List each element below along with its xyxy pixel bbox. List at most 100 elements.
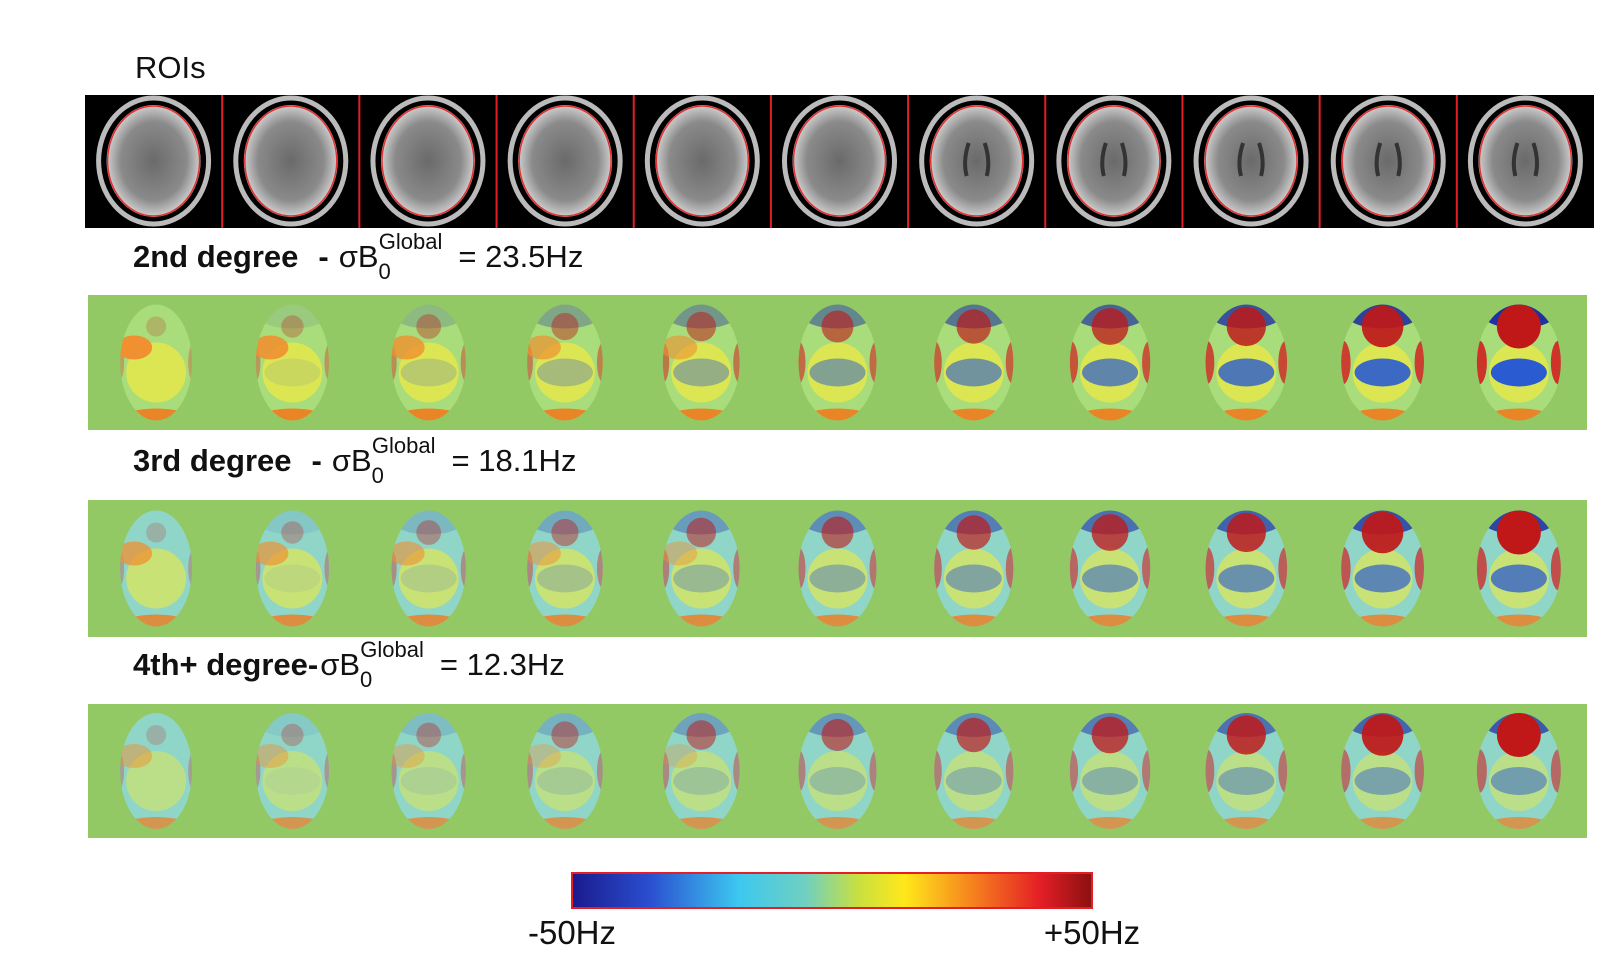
map-right	[1142, 749, 1151, 793]
map-right	[596, 749, 603, 793]
field-map	[1069, 510, 1151, 627]
skull	[1330, 95, 1446, 227]
map-posterior	[1212, 408, 1281, 421]
map-posterior	[1076, 817, 1145, 829]
map-blue	[1490, 564, 1547, 593]
map-left	[934, 340, 942, 385]
map-frontal-red	[956, 309, 991, 344]
roi-outline	[518, 105, 612, 217]
sigma: σB	[332, 443, 372, 478]
map-frontal-red	[146, 316, 167, 337]
map-posterior	[667, 817, 736, 829]
map-posterior	[258, 614, 327, 627]
map-frontal-red	[1091, 308, 1129, 345]
map-blue	[1082, 564, 1139, 593]
map-posterior	[394, 408, 463, 421]
field-map	[662, 713, 740, 829]
roi-outline	[1067, 105, 1161, 217]
map-blue	[1354, 767, 1411, 795]
map-blue	[1082, 767, 1139, 795]
map-blue	[673, 767, 730, 795]
roi-outline	[1204, 105, 1298, 217]
map-posterior	[258, 408, 327, 421]
brain	[792, 105, 887, 217]
field-map	[934, 304, 1014, 421]
sigma-value: = 12.3Hz	[440, 647, 565, 682]
map-blue	[1490, 767, 1547, 795]
map-posterior	[258, 817, 327, 829]
map-blue	[1082, 358, 1139, 387]
map-left	[1205, 749, 1215, 793]
field-map	[934, 510, 1014, 627]
map-posterior	[803, 614, 872, 627]
field-map	[391, 713, 466, 829]
map-side	[662, 744, 698, 768]
map-side	[391, 335, 425, 360]
field-map	[391, 304, 466, 421]
map-frontal-red	[1361, 714, 1404, 756]
field-map	[120, 510, 193, 627]
map-right	[1005, 749, 1014, 793]
brain	[106, 105, 201, 217]
map-left	[527, 749, 533, 793]
map-right	[1414, 340, 1424, 385]
map-posterior	[1348, 408, 1417, 421]
map-blue	[673, 564, 730, 593]
map-right	[1550, 546, 1561, 591]
map-blue	[536, 564, 593, 593]
map-yellow	[943, 548, 1004, 609]
map-blue	[536, 767, 593, 795]
map-yellow	[1080, 751, 1141, 811]
map-blue	[809, 358, 866, 387]
map-blue	[1218, 767, 1275, 795]
map-frontal-red	[551, 721, 579, 749]
map-left	[1205, 340, 1215, 385]
map-blue	[400, 358, 457, 387]
colorbar-min-label: -50Hz	[528, 914, 616, 951]
map-yellow	[534, 751, 595, 811]
map-blue	[945, 358, 1002, 387]
map-posterior	[667, 408, 736, 421]
map-side	[255, 744, 289, 768]
map-frontal-red	[1496, 510, 1541, 555]
field-map	[255, 510, 330, 627]
map-posterior	[394, 817, 463, 829]
map-frontal-red	[1091, 716, 1129, 754]
field-map	[1205, 304, 1288, 421]
field-map	[934, 713, 1014, 829]
brain	[1341, 105, 1436, 217]
field-map	[1476, 510, 1561, 627]
ventricles	[1100, 142, 1128, 177]
map-right	[733, 340, 740, 385]
degree-label: 2nd degree	[133, 239, 298, 274]
skull	[1193, 95, 1309, 227]
map-left	[1341, 749, 1351, 793]
map-left	[1341, 546, 1351, 591]
map-blue	[1218, 564, 1275, 593]
map-left	[934, 546, 942, 591]
map-yellow	[1352, 751, 1413, 811]
map-right	[460, 749, 466, 793]
roi-outline	[1478, 105, 1573, 217]
map-blue	[809, 564, 866, 593]
brain	[1066, 105, 1161, 217]
map-blue	[945, 564, 1002, 593]
map-yellow	[671, 548, 732, 609]
roi-panels	[96, 95, 1583, 228]
map-frontal-red	[956, 515, 991, 550]
map-right	[1278, 546, 1288, 591]
map-posterior	[803, 817, 872, 829]
map-posterior	[1076, 408, 1145, 421]
map-left	[1069, 340, 1079, 385]
map-left	[798, 340, 806, 385]
map-posterior	[122, 817, 191, 829]
colorbar	[571, 872, 1093, 909]
map-posterior	[939, 408, 1008, 421]
map-side	[527, 541, 561, 566]
roi-outline	[381, 105, 475, 217]
roi-outline	[244, 105, 338, 217]
map-right	[460, 340, 466, 385]
sigma-value: = 23.5Hz	[458, 239, 583, 274]
map-blue	[1490, 358, 1547, 387]
